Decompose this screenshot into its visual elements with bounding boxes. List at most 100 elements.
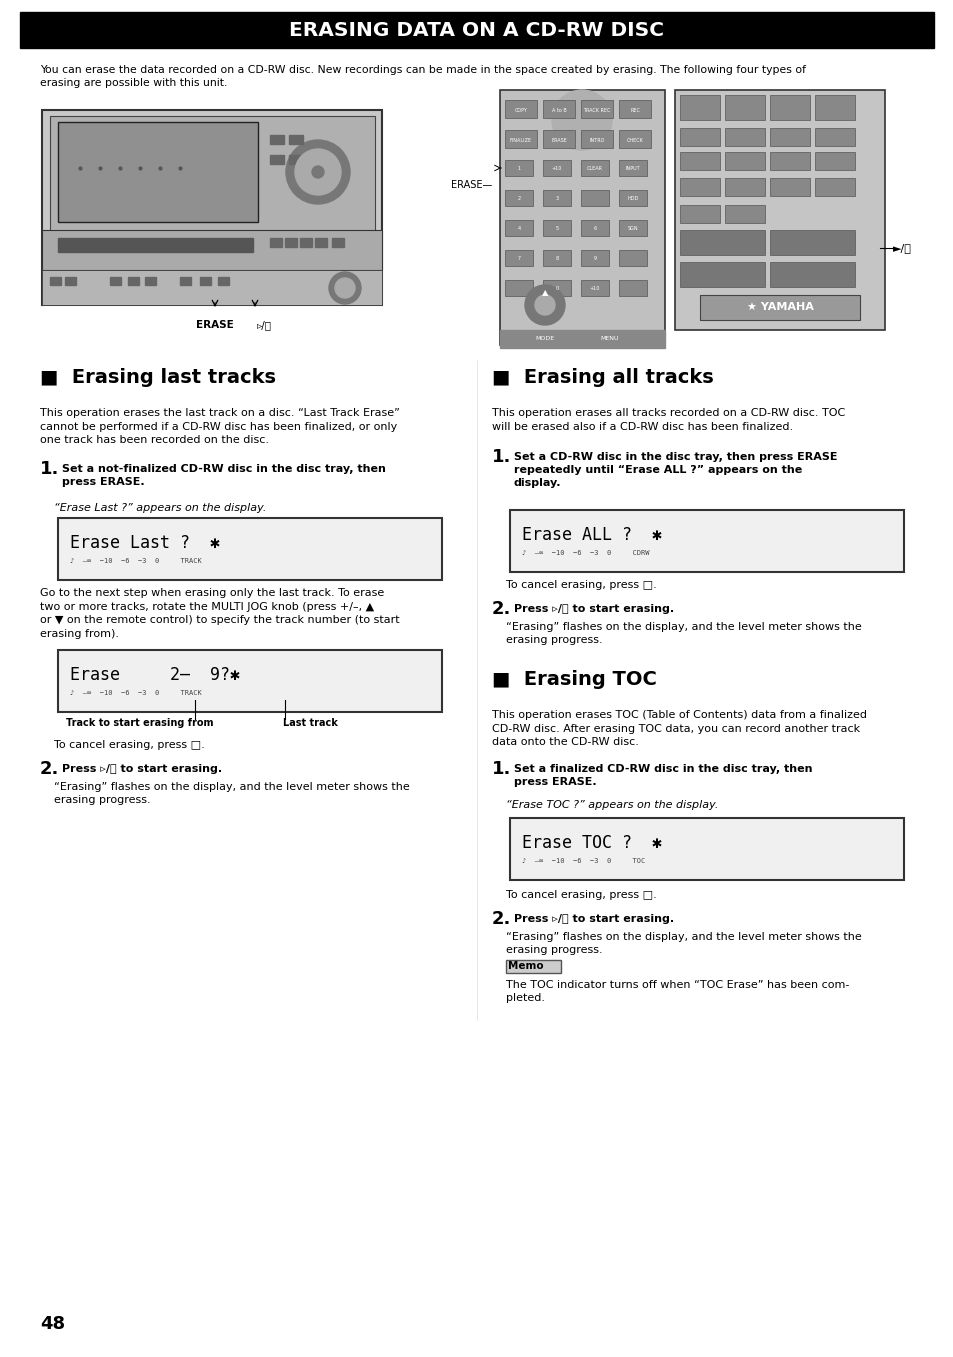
Text: ▲: ▲ xyxy=(541,289,548,297)
Bar xyxy=(289,155,303,164)
Bar xyxy=(42,229,381,270)
Text: +10: +10 xyxy=(589,286,599,292)
Text: ♪  –∞  −10  −6  −3  0     TRACK: ♪ –∞ −10 −6 −3 0 TRACK xyxy=(70,558,201,565)
Bar xyxy=(542,280,571,296)
Bar xyxy=(218,277,229,285)
Text: ★ YAMAHA: ★ YAMAHA xyxy=(746,303,813,312)
Bar xyxy=(675,90,884,330)
Text: 1.: 1. xyxy=(492,760,511,778)
Bar xyxy=(542,100,575,118)
Bar xyxy=(542,130,575,148)
Text: 2.: 2. xyxy=(40,760,59,778)
Bar xyxy=(50,115,375,231)
Bar xyxy=(769,95,809,119)
Text: ERASE: ERASE xyxy=(551,137,566,142)
Bar xyxy=(814,178,854,195)
Text: ■  Erasing TOC: ■ Erasing TOC xyxy=(492,670,657,689)
Bar xyxy=(618,250,646,266)
Bar xyxy=(42,110,381,305)
Text: Set a not-finalized CD-RW disc in the disc tray, then
press ERASE.: Set a not-finalized CD-RW disc in the di… xyxy=(62,464,385,487)
Text: INPUT: INPUT xyxy=(625,167,639,171)
Bar xyxy=(814,152,854,170)
Bar xyxy=(504,190,533,206)
Bar xyxy=(580,220,608,236)
Circle shape xyxy=(312,166,324,178)
Bar xyxy=(618,220,646,236)
Bar xyxy=(542,160,571,176)
Circle shape xyxy=(552,90,612,151)
Circle shape xyxy=(286,140,350,204)
Text: Go to the next step when erasing only the last track. To erase
two or more track: Go to the next step when erasing only th… xyxy=(40,588,399,639)
Bar xyxy=(505,959,560,973)
Bar xyxy=(50,277,61,285)
Bar xyxy=(542,190,571,206)
Bar xyxy=(580,160,608,176)
Bar xyxy=(679,152,720,170)
Text: MENU: MENU xyxy=(600,337,618,342)
Text: This operation erases all tracks recorded on a CD-RW disc. TOC
will be erased al: This operation erases all tracks recorde… xyxy=(492,408,844,432)
Bar xyxy=(618,130,650,148)
Bar xyxy=(504,250,533,266)
Bar xyxy=(270,237,282,247)
Text: 2.: 2. xyxy=(492,911,511,928)
Bar xyxy=(769,262,854,286)
Bar xyxy=(580,250,608,266)
Text: To cancel erasing, press □.: To cancel erasing, press □. xyxy=(54,740,205,750)
Bar xyxy=(769,178,809,195)
Circle shape xyxy=(294,149,340,195)
Bar xyxy=(724,178,764,195)
Text: HDD: HDD xyxy=(627,197,638,201)
Text: MODE: MODE xyxy=(535,337,554,342)
Bar xyxy=(270,155,284,164)
Text: A to B: A to B xyxy=(551,107,566,113)
Bar xyxy=(724,152,764,170)
Text: 8: 8 xyxy=(555,256,558,262)
Text: 2.: 2. xyxy=(492,600,511,617)
Bar xyxy=(58,237,253,252)
Bar xyxy=(769,152,809,170)
Text: REC: REC xyxy=(629,107,639,113)
Text: ERASE: ERASE xyxy=(196,320,233,330)
Text: ERASING DATA ON A CD-RW DISC: ERASING DATA ON A CD-RW DISC xyxy=(289,20,664,39)
Text: 48: 48 xyxy=(40,1315,65,1333)
Text: Press ▹/⏸ to start erasing.: Press ▹/⏸ to start erasing. xyxy=(62,764,222,773)
Text: 7: 7 xyxy=(517,256,520,262)
Text: This operation erases the last track on a disc. “Last Track Erase”
cannot be per: This operation erases the last track on … xyxy=(40,408,399,445)
Text: 2: 2 xyxy=(517,197,520,201)
Text: 9: 9 xyxy=(593,256,596,262)
Bar xyxy=(504,220,533,236)
Bar xyxy=(580,100,613,118)
Bar xyxy=(289,134,303,144)
Circle shape xyxy=(335,278,355,299)
Text: +10: +10 xyxy=(551,167,561,171)
Circle shape xyxy=(329,271,360,304)
Bar xyxy=(618,280,646,296)
Text: Set a CD-RW disc in the disc tray, then press ERASE
repeatedly until “Erase ALL : Set a CD-RW disc in the disc tray, then … xyxy=(514,452,837,489)
Text: 4: 4 xyxy=(517,227,520,232)
Bar xyxy=(285,237,296,247)
Text: Track to start erasing from: Track to start erasing from xyxy=(66,718,213,727)
Bar xyxy=(580,280,608,296)
Bar xyxy=(618,160,646,176)
Text: Press ▹/⏸ to start erasing.: Press ▹/⏸ to start erasing. xyxy=(514,915,674,924)
Bar xyxy=(499,330,664,347)
Bar xyxy=(679,205,720,223)
Bar xyxy=(145,277,156,285)
Bar xyxy=(499,90,664,345)
FancyBboxPatch shape xyxy=(510,818,903,879)
Text: Erase TOC ?  ✱: Erase TOC ? ✱ xyxy=(521,835,661,852)
Bar xyxy=(332,237,344,247)
Text: 0: 0 xyxy=(555,286,558,292)
Bar xyxy=(200,277,211,285)
Text: The TOC indicator turns off when “TOC Erase” has been com-
pleted.: The TOC indicator turns off when “TOC Er… xyxy=(505,980,848,1003)
Bar xyxy=(769,128,809,147)
Text: 5: 5 xyxy=(555,227,558,232)
Text: To cancel erasing, press □.: To cancel erasing, press □. xyxy=(505,579,656,590)
Text: COPY: COPY xyxy=(514,107,527,113)
Text: “Erasing” flashes on the display, and the level meter shows the
erasing progress: “Erasing” flashes on the display, and th… xyxy=(54,782,410,805)
Bar xyxy=(20,12,933,47)
FancyBboxPatch shape xyxy=(58,650,441,712)
Text: TRACK REC: TRACK REC xyxy=(582,107,610,113)
Text: “Erasing” flashes on the display, and the level meter shows the
erasing progress: “Erasing” flashes on the display, and th… xyxy=(505,932,861,955)
Text: “Erasing” flashes on the display, and the level meter shows the
erasing progress: “Erasing” flashes on the display, and th… xyxy=(505,622,861,645)
